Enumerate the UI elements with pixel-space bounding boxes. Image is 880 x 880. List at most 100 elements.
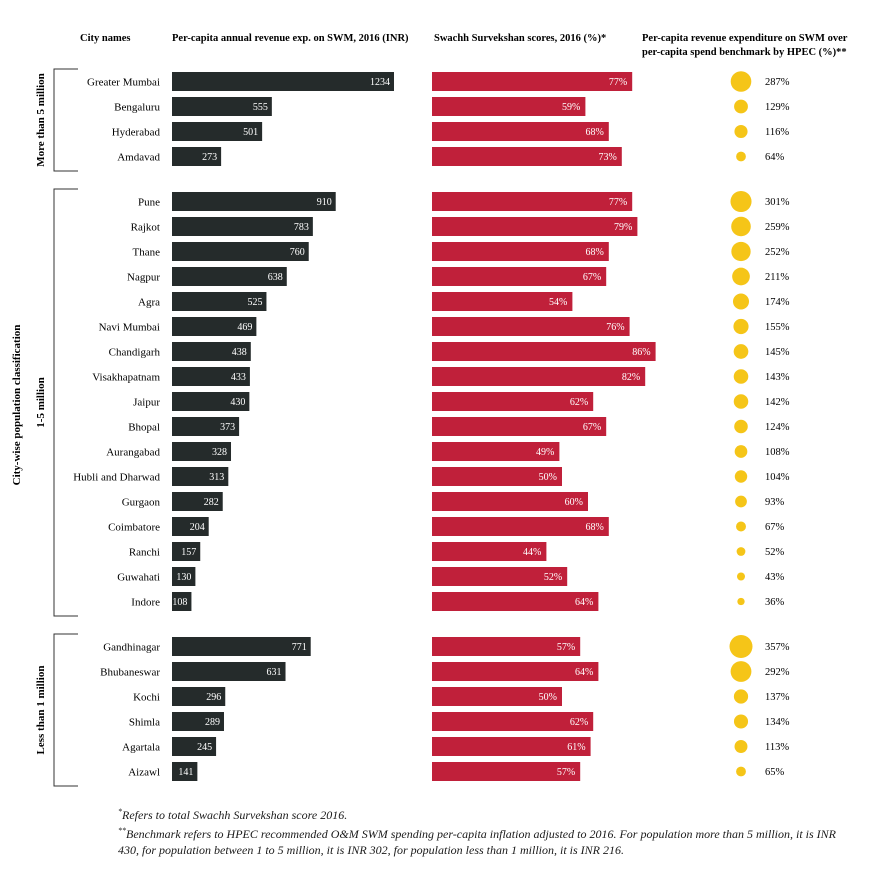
ratio-label-greater-mumbai: 287% — [765, 77, 790, 88]
revenue-label-aizawl: 141 — [178, 767, 193, 778]
ratio-circle-navi-mumbai — [733, 318, 749, 335]
revenue-label-hyderabad: 501 — [243, 127, 258, 138]
ratio-circle-agra — [732, 293, 750, 310]
city-name-visakhapatnam: Visakhapatnam — [92, 372, 160, 384]
ratio-circle-shimla — [733, 714, 749, 729]
score-bar-pune — [432, 192, 633, 211]
score-bar-gandhinagar — [432, 637, 581, 656]
score-label-hyderabad: 68% — [585, 127, 603, 138]
ratio-circle-guwahati — [737, 572, 745, 581]
revenue-label-indore: 108 — [172, 597, 187, 608]
group-label-less-than-1-million: Less than 1 million — [35, 666, 47, 755]
revenue-bar-bhubaneswar — [172, 662, 286, 681]
revenue-label-ranchi: 157 — [181, 547, 196, 558]
revenue-bar-pune — [172, 192, 336, 211]
revenue-label-gandhinagar: 771 — [292, 642, 307, 653]
revenue-label-aurangabad: 328 — [212, 447, 227, 458]
revenue-label-agra: 525 — [247, 297, 262, 308]
swm-chart: City names Per-capita annual revenue exp… — [11, 33, 848, 787]
ratio-circle-greater-mumbai — [730, 71, 752, 92]
revenue-bar-greater-mumbai — [172, 72, 394, 91]
city-name-bengaluru: Bengaluru — [114, 102, 160, 114]
score-label-coimbatore: 68% — [585, 522, 603, 533]
revenue-bar-bhopal — [172, 417, 240, 436]
revenue-label-bengaluru: 555 — [253, 102, 268, 113]
score-label-navi-mumbai: 76% — [606, 322, 624, 333]
ratio-label-bhopal: 124% — [765, 422, 790, 433]
ratio-label-rajkot: 259% — [765, 222, 790, 233]
ratio-circle-rajkot — [731, 216, 751, 237]
ratio-circle-hyderabad — [734, 124, 748, 139]
revenue-label-pune: 910 — [317, 197, 332, 208]
score-bar-rajkot — [432, 217, 638, 236]
ratio-circle-gurgaon — [735, 495, 747, 508]
header-ratio-line2: per-capita spend benchmark by HPEC (%)** — [642, 47, 847, 58]
score-bar-visakhapatnam — [432, 367, 646, 386]
ratio-label-guwahati: 43% — [765, 572, 785, 583]
axis-title: City-wise population classification — [11, 325, 23, 486]
revenue-bar-agartala — [172, 737, 217, 756]
revenue-label-bhopal: 373 — [220, 422, 235, 433]
score-label-bhubaneswar: 64% — [575, 667, 593, 678]
revenue-bar-agra — [172, 292, 267, 311]
ratio-circle-amdavad — [736, 151, 746, 162]
city-name-kochi: Kochi — [133, 692, 160, 704]
revenue-label-amdavad: 273 — [202, 152, 217, 163]
footnotes: *Refers to total Swachh Survekshan score… — [118, 804, 838, 858]
score-label-greater-mumbai: 77% — [609, 77, 627, 88]
footnote-1: *Refers to total Swachh Survekshan score… — [118, 807, 348, 822]
ratio-circle-coimbatore — [736, 521, 746, 532]
score-label-gandhinagar: 57% — [557, 642, 575, 653]
ratio-label-pune: 301% — [765, 197, 790, 208]
header-score: Swachh Survekshan scores, 2016 (%)* — [434, 33, 606, 44]
ratio-label-hyderabad: 116% — [765, 127, 789, 138]
revenue-label-thane: 760 — [290, 247, 305, 258]
ratio-circle-aizawl — [736, 766, 746, 777]
ratio-label-coimbatore: 67% — [765, 522, 785, 533]
ratio-circle-kochi — [733, 689, 749, 704]
city-name-hyderabad: Hyderabad — [112, 127, 161, 139]
revenue-bar-aurangabad — [172, 442, 232, 461]
revenue-bar-hyderabad — [172, 122, 263, 141]
score-label-rajkot: 79% — [614, 222, 632, 233]
city-name-nagpur: Nagpur — [127, 272, 160, 284]
revenue-label-bhubaneswar: 631 — [267, 667, 282, 678]
score-label-thane: 68% — [585, 247, 603, 258]
score-label-visakhapatnam: 82% — [622, 372, 640, 383]
header-city-names: City names — [80, 33, 130, 44]
score-label-aurangabad: 49% — [536, 447, 554, 458]
score-label-shimla: 62% — [570, 717, 588, 728]
ratio-label-thane: 252% — [765, 247, 790, 258]
ratio-circle-hubli-and-dharwad — [734, 470, 748, 483]
ratio-circle-pune — [730, 190, 752, 213]
revenue-label-jaipur: 430 — [230, 397, 245, 408]
revenue-bar-aizawl — [172, 762, 198, 781]
revenue-label-guwahati: 130 — [176, 572, 191, 583]
city-name-rajkot: Rajkot — [131, 222, 160, 234]
city-name-coimbatore: Coimbatore — [108, 522, 160, 534]
revenue-bar-rajkot — [172, 217, 313, 236]
revenue-bar-nagpur — [172, 267, 287, 286]
group-bracket-more-than-5-million — [53, 68, 78, 172]
city-name-bhopal: Bhopal — [128, 422, 160, 434]
city-name-aurangabad: Aurangabad — [106, 447, 160, 459]
city-name-agra: Agra — [138, 297, 160, 309]
revenue-bar-gurgaon — [172, 492, 223, 511]
score-label-pune: 77% — [609, 197, 627, 208]
ratio-circle-indore — [737, 597, 745, 606]
score-bar-kochi — [432, 687, 562, 706]
revenue-bar-hubli-and-dharwad — [172, 467, 229, 486]
ratio-circle-visakhapatnam — [733, 369, 749, 384]
city-name-chandigarh: Chandigarh — [109, 347, 161, 359]
city-name-amdavad: Amdavad — [117, 152, 160, 164]
score-bar-aizawl — [432, 762, 581, 781]
ratio-label-kochi: 137% — [765, 692, 790, 703]
city-name-pune: Pune — [138, 197, 160, 209]
revenue-bar-shimla — [172, 712, 224, 731]
revenue-bar-chandigarh — [172, 342, 251, 361]
revenue-bar-thane — [172, 242, 309, 261]
city-name-navi-mumbai: Navi Mumbai — [99, 322, 160, 334]
score-bar-thane — [432, 242, 609, 261]
ratio-label-agartala: 113% — [765, 742, 789, 753]
score-label-nagpur: 67% — [583, 272, 601, 283]
